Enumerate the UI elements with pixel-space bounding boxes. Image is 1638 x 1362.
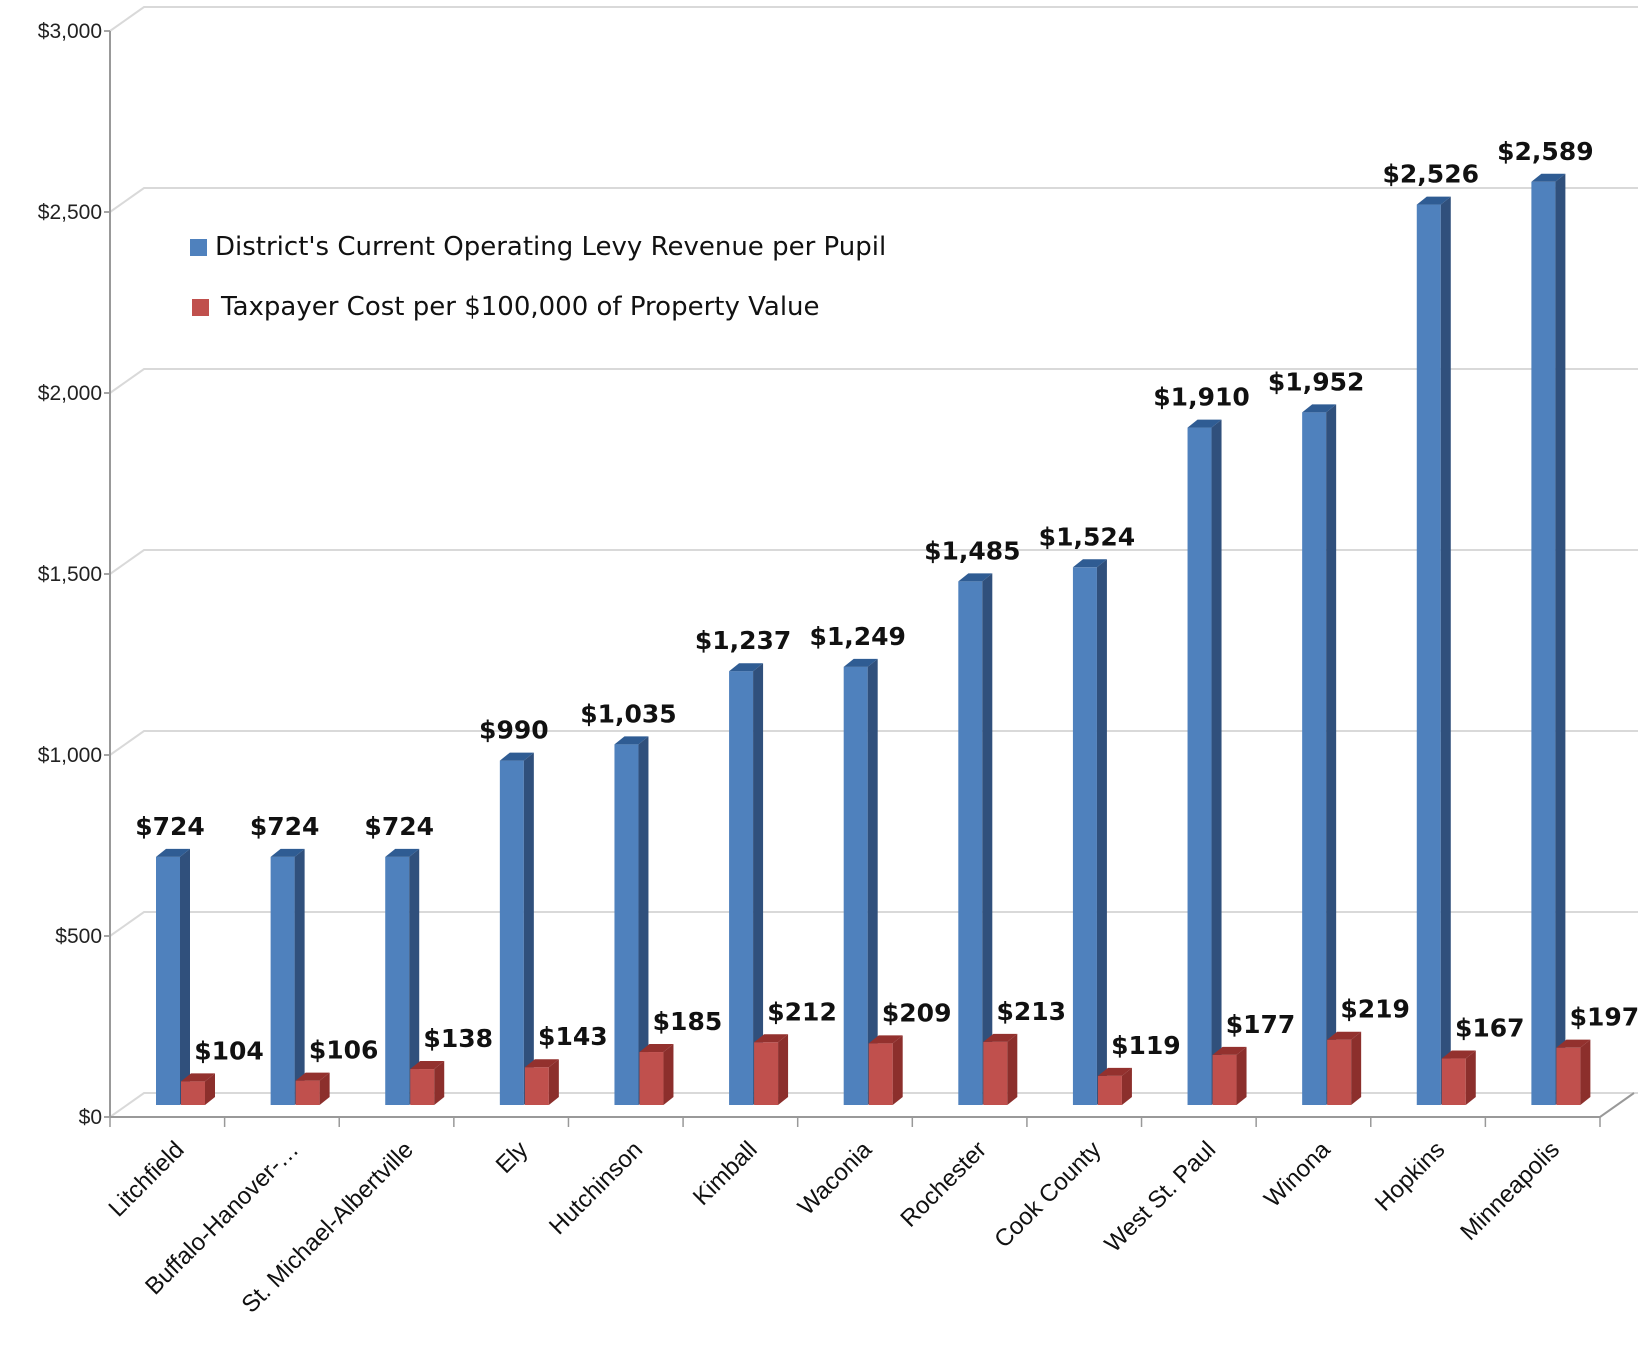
x-tick-label: Litchfield bbox=[103, 1136, 189, 1222]
bar-taxpayer bbox=[410, 1061, 445, 1105]
bar-taxpayer bbox=[295, 1072, 330, 1105]
y-tick-label: $1,000 bbox=[38, 744, 102, 767]
x-tick-label: Winona bbox=[1259, 1136, 1336, 1213]
x-tick-label: Kimball bbox=[688, 1136, 763, 1211]
x-tick-label: Ely bbox=[491, 1136, 534, 1179]
bar-levy bbox=[1187, 419, 1222, 1106]
x-tick-label: Hopkins bbox=[1370, 1136, 1450, 1216]
gridline bbox=[109, 368, 1638, 394]
bar-taxpayer bbox=[1556, 1039, 1591, 1105]
bar-levy bbox=[385, 848, 420, 1105]
data-label-taxpayer: $167 bbox=[1455, 1014, 1525, 1043]
x-tick-label: West St. Paul bbox=[1099, 1136, 1221, 1258]
y-tick-label: $500 bbox=[55, 925, 102, 948]
bar-levy bbox=[614, 736, 649, 1105]
data-label-levy: $1,524 bbox=[1039, 522, 1135, 551]
data-label-levy: $1,237 bbox=[695, 626, 791, 655]
y-tick-label: $2,500 bbox=[38, 201, 102, 224]
bar-levy bbox=[270, 848, 305, 1105]
data-label-levy: $1,485 bbox=[924, 536, 1020, 565]
y-tick-label: $1,500 bbox=[38, 563, 102, 586]
data-label-taxpayer: $138 bbox=[423, 1024, 493, 1053]
bar-taxpayer bbox=[639, 1044, 674, 1105]
data-label-taxpayer: $209 bbox=[882, 998, 952, 1027]
bar-levy bbox=[1072, 559, 1107, 1105]
data-label-taxpayer: $104 bbox=[194, 1036, 264, 1065]
bar-taxpayer bbox=[1327, 1031, 1362, 1105]
y-tick-label: $0 bbox=[79, 1106, 102, 1129]
gridline bbox=[109, 1092, 1638, 1118]
bar-levy bbox=[729, 663, 764, 1105]
gridline bbox=[109, 6, 1638, 32]
data-label-levy: $1,910 bbox=[1153, 383, 1249, 412]
bars bbox=[156, 173, 1591, 1106]
bar-levy bbox=[1531, 173, 1566, 1106]
data-label-taxpayer: $197 bbox=[1570, 1003, 1638, 1032]
bar-levy bbox=[156, 848, 190, 1105]
bar-taxpayer bbox=[1441, 1050, 1476, 1105]
data-label-levy: $990 bbox=[479, 716, 549, 745]
bar-taxpayer bbox=[983, 1033, 1018, 1105]
data-label-taxpayer: $119 bbox=[1111, 1031, 1181, 1060]
x-tick-label: Cook County bbox=[989, 1136, 1106, 1253]
gridline bbox=[109, 549, 1638, 575]
y-axis-ticks: $0 $500 $1,000 $1,500 $2,000 $2,500 $3,000 bbox=[38, 20, 102, 1129]
x-tick-label: Hutchinson bbox=[544, 1136, 648, 1240]
bar-levy bbox=[1416, 196, 1451, 1105]
legend-item-taxpayer: Taxpayer Cost per $100,000 of Property V… bbox=[190, 288, 886, 326]
data-label-levy: $1,249 bbox=[809, 622, 905, 651]
bar-levy bbox=[843, 658, 878, 1105]
bar-levy bbox=[499, 752, 534, 1105]
bar-taxpayer bbox=[181, 1073, 215, 1105]
bar-taxpayer bbox=[1212, 1046, 1247, 1105]
axes bbox=[104, 30, 1635, 1127]
legend-swatch-taxpayer bbox=[192, 298, 209, 316]
legend: District's Current Operating Levy Revenu… bbox=[190, 228, 886, 348]
y-tick-label: $2,000 bbox=[38, 382, 102, 405]
data-label-taxpayer: $219 bbox=[1340, 995, 1410, 1024]
data-label-levy: $2,589 bbox=[1497, 137, 1593, 166]
y-tick-label: $3,000 bbox=[38, 20, 102, 43]
legend-label-taxpayer: Taxpayer Cost per $100,000 of Property V… bbox=[221, 292, 820, 322]
bar-taxpayer bbox=[524, 1059, 559, 1105]
x-tick-label: Minneapolis bbox=[1455, 1136, 1565, 1246]
gridline bbox=[109, 730, 1638, 756]
data-label-levy: $1,952 bbox=[1268, 367, 1364, 396]
legend-item-levy: District's Current Operating Levy Revenu… bbox=[190, 228, 886, 266]
bar-levy bbox=[958, 573, 993, 1105]
bar-taxpayer bbox=[754, 1034, 789, 1105]
legend-label-levy: District's Current Operating Levy Revenu… bbox=[215, 232, 887, 262]
gridline bbox=[109, 911, 1638, 937]
bar-taxpayer bbox=[1097, 1067, 1132, 1105]
data-label-levy: $724 bbox=[364, 812, 434, 841]
data-label-taxpayer: $213 bbox=[997, 997, 1067, 1026]
bar-levy bbox=[1302, 404, 1337, 1106]
gridline bbox=[109, 187, 1638, 213]
data-label-taxpayer: $106 bbox=[309, 1036, 379, 1065]
x-tick-label: Rochester bbox=[895, 1136, 991, 1232]
data-label-taxpayer: $212 bbox=[767, 997, 837, 1026]
legend-swatch-levy bbox=[190, 238, 207, 256]
data-label-taxpayer: $177 bbox=[1226, 1010, 1296, 1039]
x-tick-label: Waconia bbox=[793, 1136, 878, 1221]
data-label-levy: $724 bbox=[135, 812, 205, 841]
data-label-taxpayer: $185 bbox=[653, 1007, 723, 1036]
gridlines bbox=[109, 6, 1638, 1118]
data-labels: $724 $104 $724 $106 $724 $138 $990 $143 $1,035 $1… bbox=[135, 137, 1638, 1066]
data-label-levy: $2,526 bbox=[1383, 160, 1479, 189]
data-label-levy: $1,035 bbox=[580, 699, 676, 728]
bar-taxpayer bbox=[868, 1035, 903, 1105]
data-label-levy: $724 bbox=[250, 812, 320, 841]
data-label-taxpayer: $143 bbox=[538, 1022, 608, 1051]
